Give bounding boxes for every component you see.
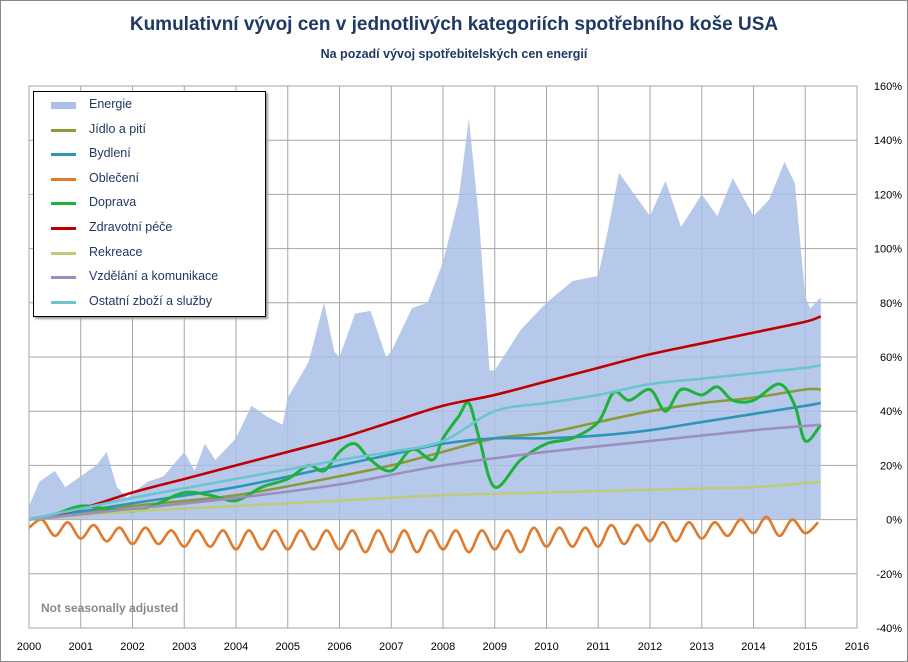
x-tick-label: 2007 [379,641,403,653]
x-tick-label: 2015 [793,641,817,653]
x-tick-label: 2001 [69,641,93,653]
legend-item: Doprava [34,192,265,216]
legend-label: Doprava [89,195,137,210]
x-tick-label: 2008 [431,641,455,653]
x-tick-label: 2000 [17,641,41,653]
y-tick-label: 0% [886,515,902,527]
series-area-energie [29,118,821,520]
legend: Energie Jídlo a pití Bydlení Oblečení Doprav… [33,91,266,317]
series-line-doprava [28,382,822,522]
series-line-zdravotni-pece [28,315,822,521]
legend-swatch [51,202,76,206]
legend-label: Oblečení [89,170,140,185]
series-line-bydleni [28,401,821,521]
legend-label: Jídlo a pití [89,121,146,136]
chart-subtitle: Na pozadí vývoj spotřebitelských cen ene… [320,47,588,61]
y-tick-label: 40% [880,406,902,418]
legend-swatch [51,102,76,109]
y-tick-label: 160% [874,81,902,93]
legend-swatch [51,276,76,280]
legend-label: Ostatní zboží a služby [89,293,212,308]
legend-item: Zdravotní péče [34,217,265,241]
legend-label: Bydlení [89,146,131,161]
x-tick-label: 2009 [483,641,507,653]
x-tick-label: 2016 [845,641,869,653]
x-tick-label: 2011 [586,641,610,653]
x-tick-label: 2004 [224,641,248,653]
x-tick-label: 2013 [690,641,714,653]
y-tick-label: 140% [874,135,902,147]
y-tick-label: 100% [874,244,902,256]
legend-swatch [51,177,76,181]
series-line-vzdelani-a-komunikace [28,423,821,521]
x-tick-label: 2005 [276,641,300,653]
x-tick-label: 2012 [638,641,662,653]
legend-swatch [51,128,76,132]
x-tick-label: 2014 [741,641,765,653]
legend-label: Energie [89,97,133,111]
series-line-ostatni-zbozi-a-sluzby [28,363,822,521]
series-line-rekreace [28,480,821,521]
legend-label: Zdravotní péče [89,220,173,234]
y-tick-label: 120% [874,189,902,201]
legend-item: Energie [34,94,265,118]
x-tick-label: 2010 [534,641,558,653]
chart-title: Kumulativní vývoj cen v jednotlivých kat… [129,14,779,35]
y-tick-label: 80% [880,298,902,310]
y-tick-label: -20% [876,569,902,581]
plot-border [28,85,858,629]
legend-item: Jídlo a pití [34,119,265,143]
x-tick-label: 2003 [172,641,196,653]
y-tick-label: 20% [880,460,902,472]
legend-item: Rekreace [34,242,265,266]
legend-item: Ostatní zboží a služby [34,291,265,315]
note-text: Not seasonally adjusted [41,601,179,615]
legend-item: Oblečení [34,168,265,192]
legend-item: Bydlení [34,143,265,167]
legend-swatch [51,251,76,255]
legend-swatch [51,227,76,230]
y-tick-label: -40% [876,623,902,635]
x-tick-label: 2006 [327,641,351,653]
y-tick-label: 60% [880,352,902,364]
legend-swatch [51,153,76,157]
series-line-obleceni [28,515,820,554]
legend-label: Rekreace [89,244,143,259]
legend-item: Vzdělání a komunikace [34,266,265,290]
legend-swatch [51,300,76,304]
x-tick-label: 2002 [120,641,144,653]
legend-label: Vzdělání a komunikace [89,269,219,284]
